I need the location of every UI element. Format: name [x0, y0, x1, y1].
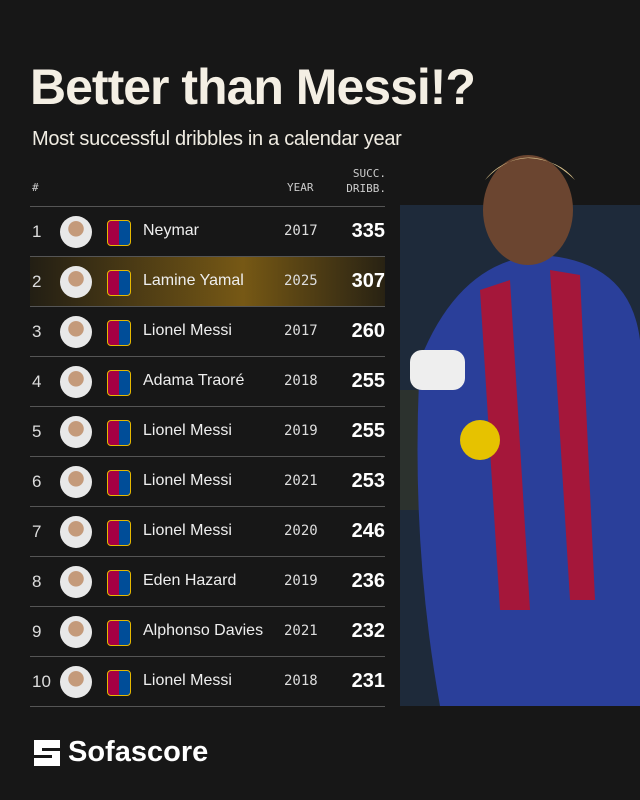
brand-logo [34, 740, 60, 766]
player-name: Lamine Yamal [143, 272, 244, 289]
club-logo [107, 270, 131, 296]
player-name: Eden Hazard [143, 572, 237, 589]
subtitle: Most successful dribbles in a calendar y… [32, 128, 402, 150]
year: 2018 [284, 673, 318, 689]
player-avatar [60, 466, 92, 498]
rank: 4 [32, 372, 42, 391]
club-logo [107, 520, 131, 546]
table-row: 3 Lionel Messi 2017 260 [30, 306, 385, 357]
rank: 9 [32, 622, 42, 641]
player-name: Lionel Messi [143, 672, 232, 689]
rank: 10 [32, 672, 51, 691]
year: 2019 [284, 573, 318, 589]
club-logo [107, 620, 131, 646]
player-name: Lionel Messi [143, 472, 232, 489]
player-avatar [60, 666, 92, 698]
player-avatar [60, 266, 92, 298]
player-avatar [60, 416, 92, 448]
table-row: 7 Lionel Messi 2020 246 [30, 506, 385, 557]
rank: 2 [32, 272, 42, 291]
club-logo [107, 670, 131, 696]
year: 2018 [284, 373, 318, 389]
player-name: Neymar [143, 222, 200, 239]
club-logo [107, 570, 131, 596]
dribbles: 236 [351, 570, 385, 592]
year: 2021 [284, 623, 318, 639]
player-avatar [60, 616, 92, 648]
player-avatar [60, 366, 92, 398]
dribbles: 246 [351, 520, 385, 542]
table-row: 6 Lionel Messi 2021 253 [30, 456, 385, 507]
club-logo [107, 320, 131, 346]
year: 2017 [284, 323, 318, 339]
dribbles: 255 [351, 370, 385, 392]
table-row: 5 Lionel Messi 2019 255 [30, 406, 385, 457]
dribbles: 307 [351, 270, 385, 292]
player-photo [400, 155, 640, 706]
rank: 1 [32, 222, 42, 241]
year: 2025 [284, 273, 318, 289]
club-logo [107, 370, 131, 396]
title: Better than Messi!? [30, 59, 476, 115]
column-header: # [32, 181, 39, 194]
dribbles: 255 [351, 420, 385, 442]
player-avatar [60, 516, 92, 548]
player-avatar [60, 566, 92, 598]
rank: 7 [32, 522, 42, 541]
rank: 8 [32, 572, 42, 591]
table-row: 1 Neymar 2017 335 [30, 206, 385, 257]
club-logo [107, 420, 131, 446]
table-row: 4 Adama Traoré 2018 255 [30, 356, 385, 407]
dribbles: 253 [351, 470, 385, 492]
table-row: 2 Lamine Yamal 2025 307 [30, 256, 385, 307]
table-bottom-rule [30, 706, 385, 707]
player-avatar [60, 216, 92, 248]
club-logo [107, 470, 131, 496]
column-header: YEAR [287, 181, 314, 194]
table-row: 8 Eden Hazard 2019 236 [30, 556, 385, 607]
player-name: Lionel Messi [143, 322, 232, 339]
year: 2021 [284, 473, 318, 489]
player-avatar [60, 316, 92, 348]
brand-name: Sofascore [68, 736, 209, 768]
dribbles: 335 [351, 220, 385, 242]
dribbles: 260 [351, 320, 385, 342]
club-logo [107, 220, 131, 246]
rank: 5 [32, 422, 42, 441]
dribbles: 231 [351, 670, 385, 692]
player-name: Alphonso Davies [143, 622, 264, 639]
year: 2017 [284, 223, 318, 239]
player-name: Lionel Messi [143, 422, 232, 439]
column-header: SUCC. DRIBB. [346, 167, 386, 195]
table-row: 10 Lionel Messi 2018 231 [30, 656, 385, 707]
rank: 3 [32, 322, 42, 341]
rank: 6 [32, 472, 42, 491]
player-name: Adama Traoré [143, 372, 245, 389]
dribbles: 232 [351, 620, 385, 642]
year: 2020 [284, 523, 318, 539]
player-name: Lionel Messi [143, 522, 232, 539]
year: 2019 [284, 423, 318, 439]
table-row: 9 Alphonso Davies 2021 232 [30, 606, 385, 657]
